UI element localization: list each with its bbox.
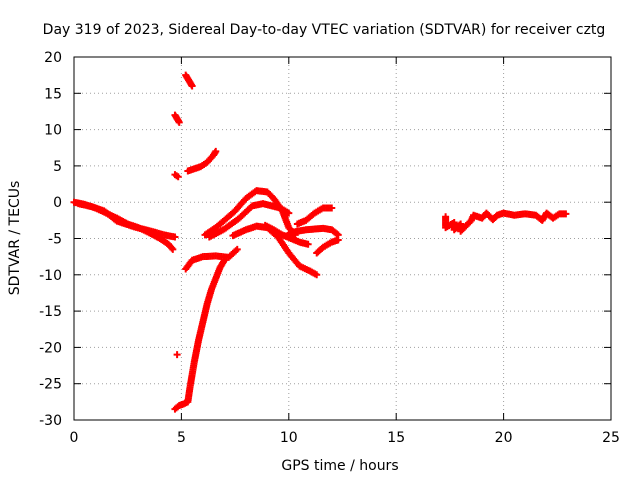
y-tick-label: 5 [53, 159, 62, 175]
y-tick-label: 0 [53, 195, 62, 211]
x-tick-labels: 0 5 10 15 20 25 [70, 430, 620, 446]
y-tick-label: 15 [44, 86, 62, 102]
y-tick-label: -10 [39, 268, 62, 284]
axis-ticks [73, 56, 612, 421]
data-point-track-p [173, 351, 181, 359]
data-point-track-b [171, 233, 179, 241]
data-point-track-m [188, 82, 196, 90]
data-point-track-f [285, 209, 293, 217]
x-tick-label: 25 [602, 430, 620, 446]
data-point-track-i [333, 230, 341, 238]
y-tick-label: -25 [39, 377, 62, 393]
data-points [70, 71, 570, 413]
x-tick-label: 10 [280, 430, 298, 446]
data-point-track-n [174, 173, 182, 181]
data-point-track-o [212, 147, 220, 155]
data-point-track-d [233, 245, 241, 253]
x-tick-label: 0 [70, 430, 79, 446]
data-point-track-a [169, 245, 177, 253]
y-tick-label: 20 [44, 50, 62, 66]
y-tick-labels: -30 -25 -20 -15 -10 -5 0 5 10 15 20 [39, 50, 62, 429]
y-tick-label: -30 [39, 413, 62, 429]
chart-title: Day 319 of 2023, Sidereal Day-to-day VTE… [43, 22, 606, 38]
y-tick-label: -20 [39, 340, 62, 356]
y-tick-label: -15 [39, 304, 62, 320]
data-point-track-l [175, 118, 183, 126]
data-point-track-q [562, 210, 570, 218]
x-axis-title: GPS time / hours [281, 458, 398, 474]
x-tick-label: 5 [177, 430, 186, 446]
grid-lines [74, 57, 611, 420]
data-point-track-a [168, 244, 176, 252]
data-point-track-g [313, 271, 321, 279]
y-tick-label: 10 [44, 123, 62, 139]
data-point-track-k [334, 236, 342, 244]
data-point-track-j [328, 204, 336, 212]
data-point-track-h [304, 240, 312, 248]
x-tick-label: 15 [387, 430, 405, 446]
x-tick-label: 20 [495, 430, 513, 446]
y-axis-title: SDTVAR / TECUs [7, 181, 23, 296]
y-tick-label: -5 [48, 232, 62, 248]
